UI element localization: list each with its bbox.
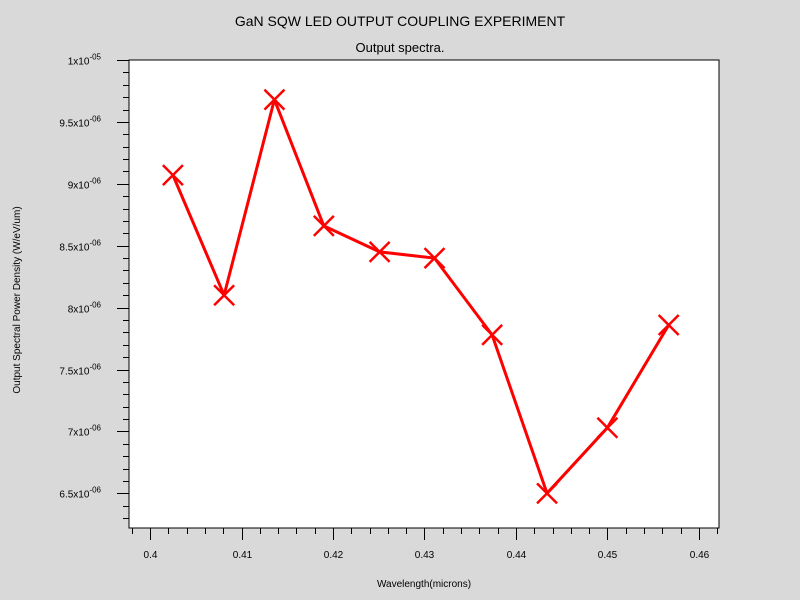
data-point-marker <box>596 416 619 439</box>
marker-stroke <box>481 323 504 346</box>
y-tick-label: 8.5x10-06 <box>59 239 101 254</box>
x-tick-label: 0.46 <box>690 550 710 561</box>
series-line <box>171 98 670 495</box>
data-series <box>162 88 680 505</box>
marker-stroke <box>368 241 391 263</box>
marker-stroke <box>312 215 335 237</box>
marker-stroke <box>536 482 558 505</box>
plot-area <box>128 59 720 529</box>
data-point-marker <box>213 284 236 307</box>
y-axis: 6.5x10-06 7x10-06 7.5x10-06 8x10-06 8.5x10-0… <box>59 53 130 528</box>
x-tick-label: 0.44 <box>507 550 527 561</box>
x-axis-label: Wavelength(microns) <box>377 579 471 590</box>
marker-stroke <box>162 164 184 187</box>
x-tick-label: 0.4 <box>144 550 158 561</box>
data-point-marker <box>423 247 446 269</box>
data-point-marker <box>368 241 391 263</box>
x-tick-label: 0.43 <box>415 550 435 561</box>
marker-stroke <box>596 416 619 439</box>
y-tick-label: 7x10-06 <box>68 424 102 439</box>
y-tick-label: 9x10-06 <box>68 177 102 192</box>
marker-stroke <box>263 88 286 111</box>
x-tick-label: 0.45 <box>598 550 618 561</box>
x-tick-label: 0.42 <box>324 550 344 561</box>
x-tick-label: 0.41 <box>233 550 253 561</box>
chart-subtitle: Output spectra. <box>356 40 445 55</box>
marker-stroke <box>657 314 680 336</box>
y-tick-label: 8x10-06 <box>68 301 102 316</box>
data-point-marker <box>312 215 335 237</box>
y-tick-label: 7.5x10-06 <box>59 363 101 378</box>
y-tick-label: 9.5x10-06 <box>59 115 101 130</box>
marker-stroke <box>423 247 446 269</box>
y-tick-label: 1x10-05 <box>68 53 102 68</box>
data-point-marker <box>162 164 184 187</box>
data-point-marker <box>536 482 558 505</box>
x-axis: 0.4 0.41 0.42 0.43 0.44 0.45 0.46 <box>129 527 719 561</box>
y-axis-label: Output Spectral Power Density (W/eV/um) <box>12 206 23 393</box>
data-point-marker <box>263 88 286 111</box>
marker-stroke <box>213 284 236 307</box>
data-point-marker <box>481 323 504 346</box>
chart-title: GaN SQW LED OUTPUT COUPLING EXPERIMENT <box>235 13 566 29</box>
y-tick-label: 6.5x10-06 <box>59 486 101 501</box>
data-point-marker <box>657 314 680 336</box>
